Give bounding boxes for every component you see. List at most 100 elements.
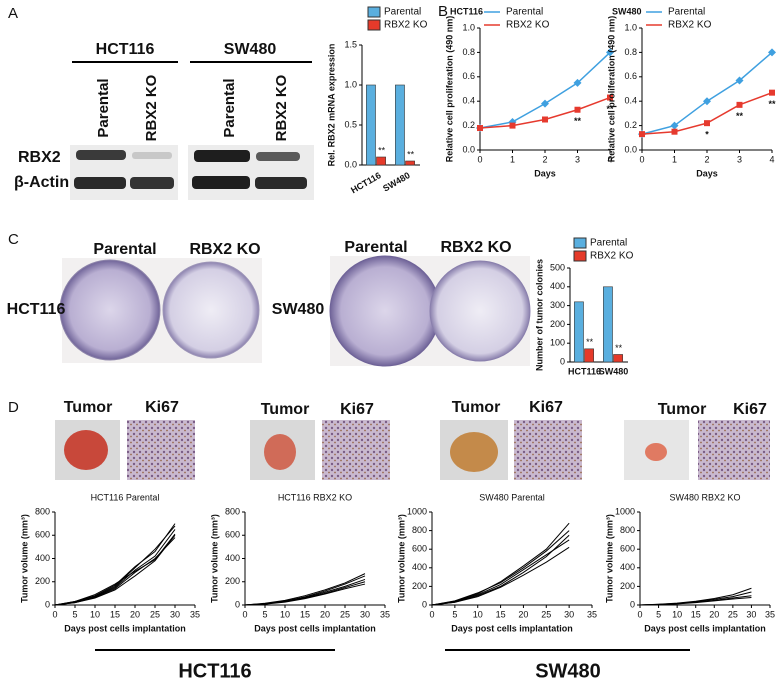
significance: ** xyxy=(407,149,415,159)
x-tick-label: 20 xyxy=(320,609,330,619)
x-axis-label: Days xyxy=(534,168,556,178)
y-axis-label: Number of tumor colonies xyxy=(534,259,544,371)
tumor xyxy=(264,434,296,470)
legend-swatch xyxy=(367,6,381,18)
x-tick-label: SW480 xyxy=(381,170,412,193)
legend-label: RBX2 KO xyxy=(668,20,712,31)
image-label: Ki67 xyxy=(340,401,374,418)
y-tick-label: 800 xyxy=(620,525,635,535)
y-tick-label: 1000 xyxy=(615,506,635,516)
image-label: Ki67 xyxy=(145,399,179,416)
legend-label: RBX2 KO xyxy=(506,20,550,31)
x-tick-label: 3 xyxy=(575,154,580,164)
y-tick-label: 400 xyxy=(550,281,565,291)
ki67-stain xyxy=(127,420,195,480)
x-tick-label: 15 xyxy=(110,609,120,619)
legend-label: RBX2 KO xyxy=(384,20,428,31)
y-tick-label: 0 xyxy=(235,599,240,609)
x-tick-label: 15 xyxy=(496,609,506,619)
x-tick-label: 30 xyxy=(360,609,370,619)
significance: ** xyxy=(606,104,614,114)
image-label: Ki67 xyxy=(529,399,563,416)
blot-band xyxy=(256,152,300,161)
image-label: Tumor xyxy=(452,399,501,416)
series-line xyxy=(54,523,176,606)
y-tick-label: 200 xyxy=(35,576,50,586)
x-tick-label: 20 xyxy=(518,609,528,619)
y-tick-label: 0.0 xyxy=(624,144,637,154)
x-tick-label: 0 xyxy=(637,609,642,619)
point xyxy=(606,48,614,57)
y-tick-label: 100 xyxy=(550,338,565,348)
bar xyxy=(603,286,613,363)
image-label: Tumor xyxy=(64,399,113,416)
y-tick-label: 400 xyxy=(412,562,427,572)
x-tick-label: 20 xyxy=(709,609,719,619)
x-axis-label: Days post cells implantation xyxy=(254,623,376,633)
blot-band xyxy=(130,177,174,189)
x-tick-label: 0 xyxy=(52,609,57,619)
point xyxy=(768,48,776,57)
tumor xyxy=(450,432,498,472)
lane-label: Parental xyxy=(95,78,112,137)
significance: ** xyxy=(736,111,744,121)
x-tick-label: HCT116 xyxy=(349,170,383,195)
x-tick-label: 25 xyxy=(150,609,160,619)
x-tick-label: 10 xyxy=(90,609,100,619)
x-tick-label: 25 xyxy=(541,609,551,619)
point xyxy=(607,94,613,101)
x-tick-label: 2 xyxy=(704,154,709,164)
x-axis-label: Days post cells implantation xyxy=(64,623,186,633)
y-tick-label: 600 xyxy=(620,544,635,554)
x-tick-label: 0 xyxy=(477,154,482,164)
point xyxy=(704,120,710,127)
x-tick-label: 5 xyxy=(262,609,267,619)
protein-label: β-Actin xyxy=(14,174,69,191)
point xyxy=(736,101,743,108)
chart: 0 200 400 600 800 1000 0 5 10 15 20 25 30 35 SW480 Par… xyxy=(396,492,597,633)
ki67-stain xyxy=(322,420,390,480)
y-tick-label: 500 xyxy=(550,262,565,272)
xenograft-images: Tumor Ki67 xyxy=(250,401,390,480)
blot-band xyxy=(192,176,250,189)
series-line xyxy=(431,530,570,606)
x-tick-label: 10 xyxy=(672,609,682,619)
x-tick-label: 35 xyxy=(587,609,597,619)
significance: ** xyxy=(586,337,594,347)
ki67-stain xyxy=(698,420,770,480)
legend-swatch xyxy=(573,250,587,262)
y-tick-label: 0.5 xyxy=(344,119,357,129)
image-label: Ki67 xyxy=(733,401,767,418)
blot-cell-line: HCT116 xyxy=(96,41,155,58)
blot-band xyxy=(76,150,126,160)
chart: 0 200 400 600 800 0 5 10 15 20 25 30 35 HCT116 Parent… xyxy=(19,492,200,633)
y-tick-label: 0.6 xyxy=(624,71,637,81)
series-line xyxy=(54,534,176,606)
y-axis-label: Rel. RBX2 mRNA expression xyxy=(326,44,336,167)
chart: 0 200 400 600 800 1000 0 5 10 15 20 25 30 35 SW480 RBX… xyxy=(604,492,775,633)
y-tick-label: 0.0 xyxy=(344,159,357,169)
image-label: Tumor xyxy=(261,401,310,418)
y-tick-label: 0 xyxy=(45,599,50,609)
x-tick-label: 20 xyxy=(130,609,140,619)
x-tick-label: 30 xyxy=(170,609,180,619)
significance: ** xyxy=(574,116,582,126)
y-tick-label: 0.8 xyxy=(624,47,637,57)
x-tick-label: 4 xyxy=(607,154,612,164)
x-tick-label: 3 xyxy=(737,154,742,164)
bar xyxy=(376,156,386,166)
xenograft-images: Tumor Ki67 xyxy=(440,399,582,480)
chart-title: HCT116 RBX2 KO xyxy=(278,492,352,502)
x-tick-label: SW480 xyxy=(599,366,629,376)
series-line xyxy=(431,534,570,606)
x-tick-label: 25 xyxy=(340,609,350,619)
x-tick-label: 25 xyxy=(728,609,738,619)
y-tick-label: 0.0 xyxy=(462,144,475,154)
colony-cell-line: HCT116 xyxy=(7,301,66,318)
y-tick-label: 1.0 xyxy=(624,22,637,32)
y-tick-label: 400 xyxy=(620,562,635,572)
series-line xyxy=(431,522,570,606)
chart-title: SW480 RBX2 KO xyxy=(669,492,740,502)
lane-label: Parental xyxy=(221,78,238,137)
point xyxy=(542,116,548,123)
